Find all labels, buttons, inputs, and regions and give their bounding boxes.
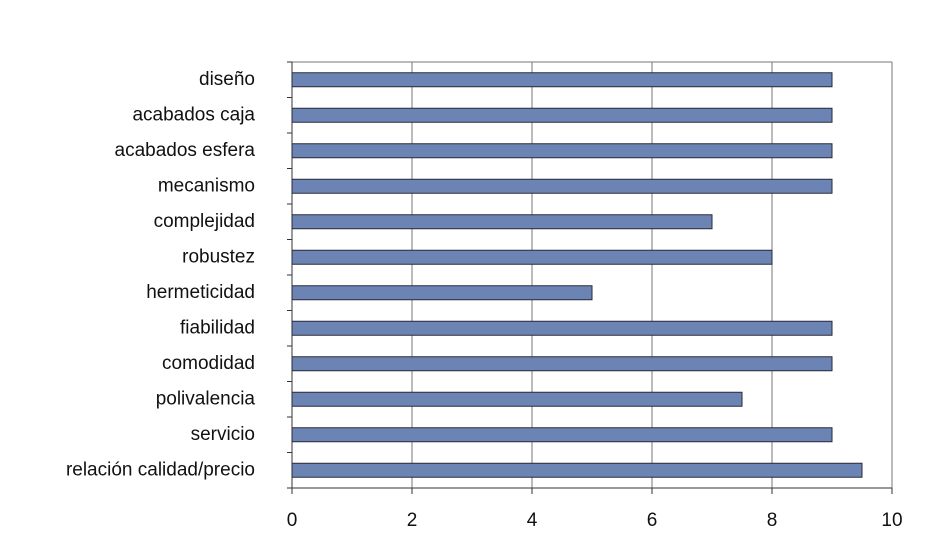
- bar: [291, 427, 833, 443]
- x-tick-label: 0: [287, 510, 298, 531]
- bar: [291, 462, 863, 478]
- y-tick-label: comodidad: [162, 353, 255, 374]
- y-tick-label: servicio: [191, 424, 255, 445]
- x-tick-label: 4: [527, 510, 538, 531]
- y-tick-label: relación calidad/precio: [66, 459, 255, 480]
- y-tick-label: acabados esfera: [115, 140, 256, 161]
- bar: [291, 391, 743, 407]
- y-tick-label: hermeticidad: [146, 282, 255, 303]
- bar: [291, 178, 833, 194]
- bar: [291, 320, 833, 336]
- x-tick-label: 6: [647, 510, 658, 531]
- bar: [291, 143, 833, 159]
- bar: [291, 72, 833, 88]
- y-tick-label: polivalencia: [156, 388, 256, 409]
- bar: [291, 356, 833, 372]
- y-tick-label: acabados caja: [132, 104, 255, 125]
- bar: [291, 249, 773, 265]
- y-tick-label: mecanismo: [158, 175, 255, 196]
- y-tick-label: complejidad: [154, 211, 255, 232]
- y-tick-label: robustez: [182, 246, 255, 267]
- y-tick-label: diseño: [199, 69, 255, 90]
- y-tick-label: fiabilidad: [180, 317, 255, 338]
- x-tick-label: 2: [407, 510, 418, 531]
- bar: [291, 107, 833, 123]
- x-tick-label: 10: [881, 510, 902, 531]
- bar: [291, 214, 713, 230]
- bar: [291, 285, 593, 301]
- x-tick-label: 8: [767, 510, 778, 531]
